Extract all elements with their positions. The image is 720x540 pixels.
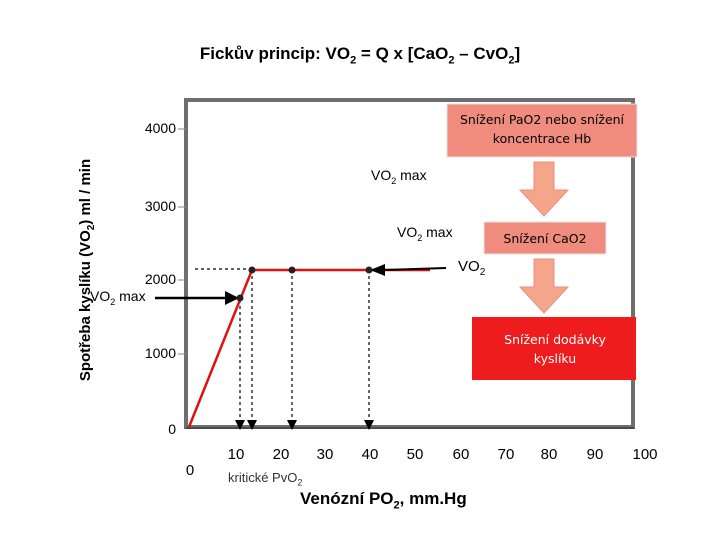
vo2max-middle-label: VO2 max bbox=[397, 224, 453, 243]
x-tick-label: 100 bbox=[632, 446, 658, 463]
x-tick-label: 30 bbox=[316, 446, 334, 463]
drop-arrowhead-2 bbox=[247, 420, 257, 430]
vo2-arrow-label: VO2 bbox=[458, 258, 486, 278]
x-tick-label: 0 bbox=[185, 462, 195, 479]
x-tick-label: 40 bbox=[361, 446, 379, 463]
x-tick-label: 80 bbox=[540, 446, 558, 463]
chart-title: Fickův princip: VO2 = Q x [CaO2 – CvO2] bbox=[199, 44, 521, 67]
y-tick-label: 0 bbox=[168, 421, 176, 437]
box-bottom bbox=[472, 317, 636, 380]
drop-arrowhead-3 bbox=[287, 420, 297, 430]
y-tick-label: 1000 bbox=[144, 345, 176, 361]
flow-arrow-1 bbox=[518, 161, 570, 217]
x-tick-label: 50 bbox=[406, 446, 424, 463]
x-tick-label: 20 bbox=[272, 446, 290, 463]
y-tick-label: 2000 bbox=[144, 271, 176, 287]
y-tick-label: 3000 bbox=[144, 198, 176, 214]
vo2-arrow-line bbox=[383, 267, 447, 271]
box-top bbox=[446, 103, 638, 158]
curve-marker bbox=[248, 266, 256, 274]
critical-pvo2-label: kritické PvO2 bbox=[228, 470, 303, 488]
box-middle bbox=[483, 221, 607, 255]
box-top-text: Snížení PaO2 nebo snížení koncentrace Hb bbox=[459, 112, 625, 146]
vo2max-left-arrowhead bbox=[225, 291, 239, 305]
curve-marker bbox=[288, 266, 296, 274]
x-axis-label: Venózní PO2, mm.Hg bbox=[300, 489, 467, 512]
vo2max-left-label: VO2 max bbox=[90, 288, 146, 307]
vo2max-upper-label: VO2 max bbox=[371, 167, 427, 186]
flow-arrow-2 bbox=[518, 258, 570, 314]
x-tick-label: 60 bbox=[452, 446, 470, 463]
curve-marker bbox=[236, 294, 244, 302]
drop-arrowhead-1 bbox=[235, 420, 245, 430]
vo2-arrowhead bbox=[370, 264, 385, 276]
drop-arrowhead-4 bbox=[364, 420, 374, 430]
x-tick-label: 90 bbox=[586, 446, 604, 463]
y-tick-label: 4000 bbox=[144, 120, 176, 136]
curve-marker bbox=[365, 266, 373, 274]
box-bottom-text: Snížení dodávky kyslíku bbox=[504, 332, 606, 366]
box-middle-text: Snížení CaO2 bbox=[503, 231, 587, 246]
x-tick-label: 70 bbox=[497, 446, 515, 463]
x-tick-label: 10 bbox=[227, 446, 245, 463]
